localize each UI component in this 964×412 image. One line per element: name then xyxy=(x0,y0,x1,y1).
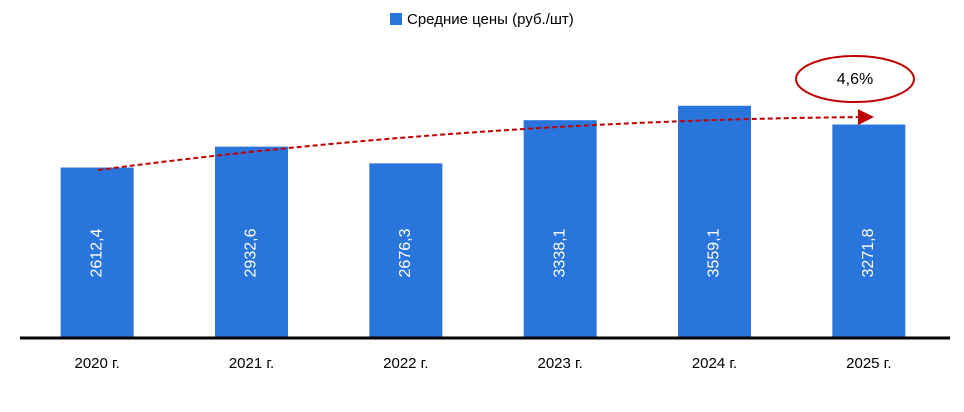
bar xyxy=(215,146,288,338)
bar xyxy=(523,120,597,339)
value-label: 2676,3 xyxy=(397,228,414,277)
annotation-ellipse xyxy=(795,55,915,103)
value-label: 2612,4 xyxy=(88,228,105,277)
x-tick-label: 2022 г. xyxy=(383,355,428,372)
trend-arrow xyxy=(97,109,874,171)
x-tick-label: 2020 г. xyxy=(74,355,119,372)
bar xyxy=(369,163,443,338)
x-tick-label: 2024 г. xyxy=(692,355,737,372)
x-tick-label: 2025 г. xyxy=(846,355,891,372)
legend-label: Средние цены (руб./шт) xyxy=(407,11,574,28)
value-label: 2932,6 xyxy=(243,228,260,277)
bar xyxy=(678,105,751,338)
annotation: 4,6% xyxy=(837,71,873,88)
bar xyxy=(832,124,906,339)
value-label: 3271,8 xyxy=(860,228,877,277)
x-tick-label: 2023 г. xyxy=(537,355,582,372)
value-label: 3338,1 xyxy=(551,228,568,277)
value-label: 3559,1 xyxy=(706,228,723,277)
bar xyxy=(60,167,134,338)
legend-swatch xyxy=(390,13,402,25)
x-tick-label: 2021 г. xyxy=(229,355,274,372)
